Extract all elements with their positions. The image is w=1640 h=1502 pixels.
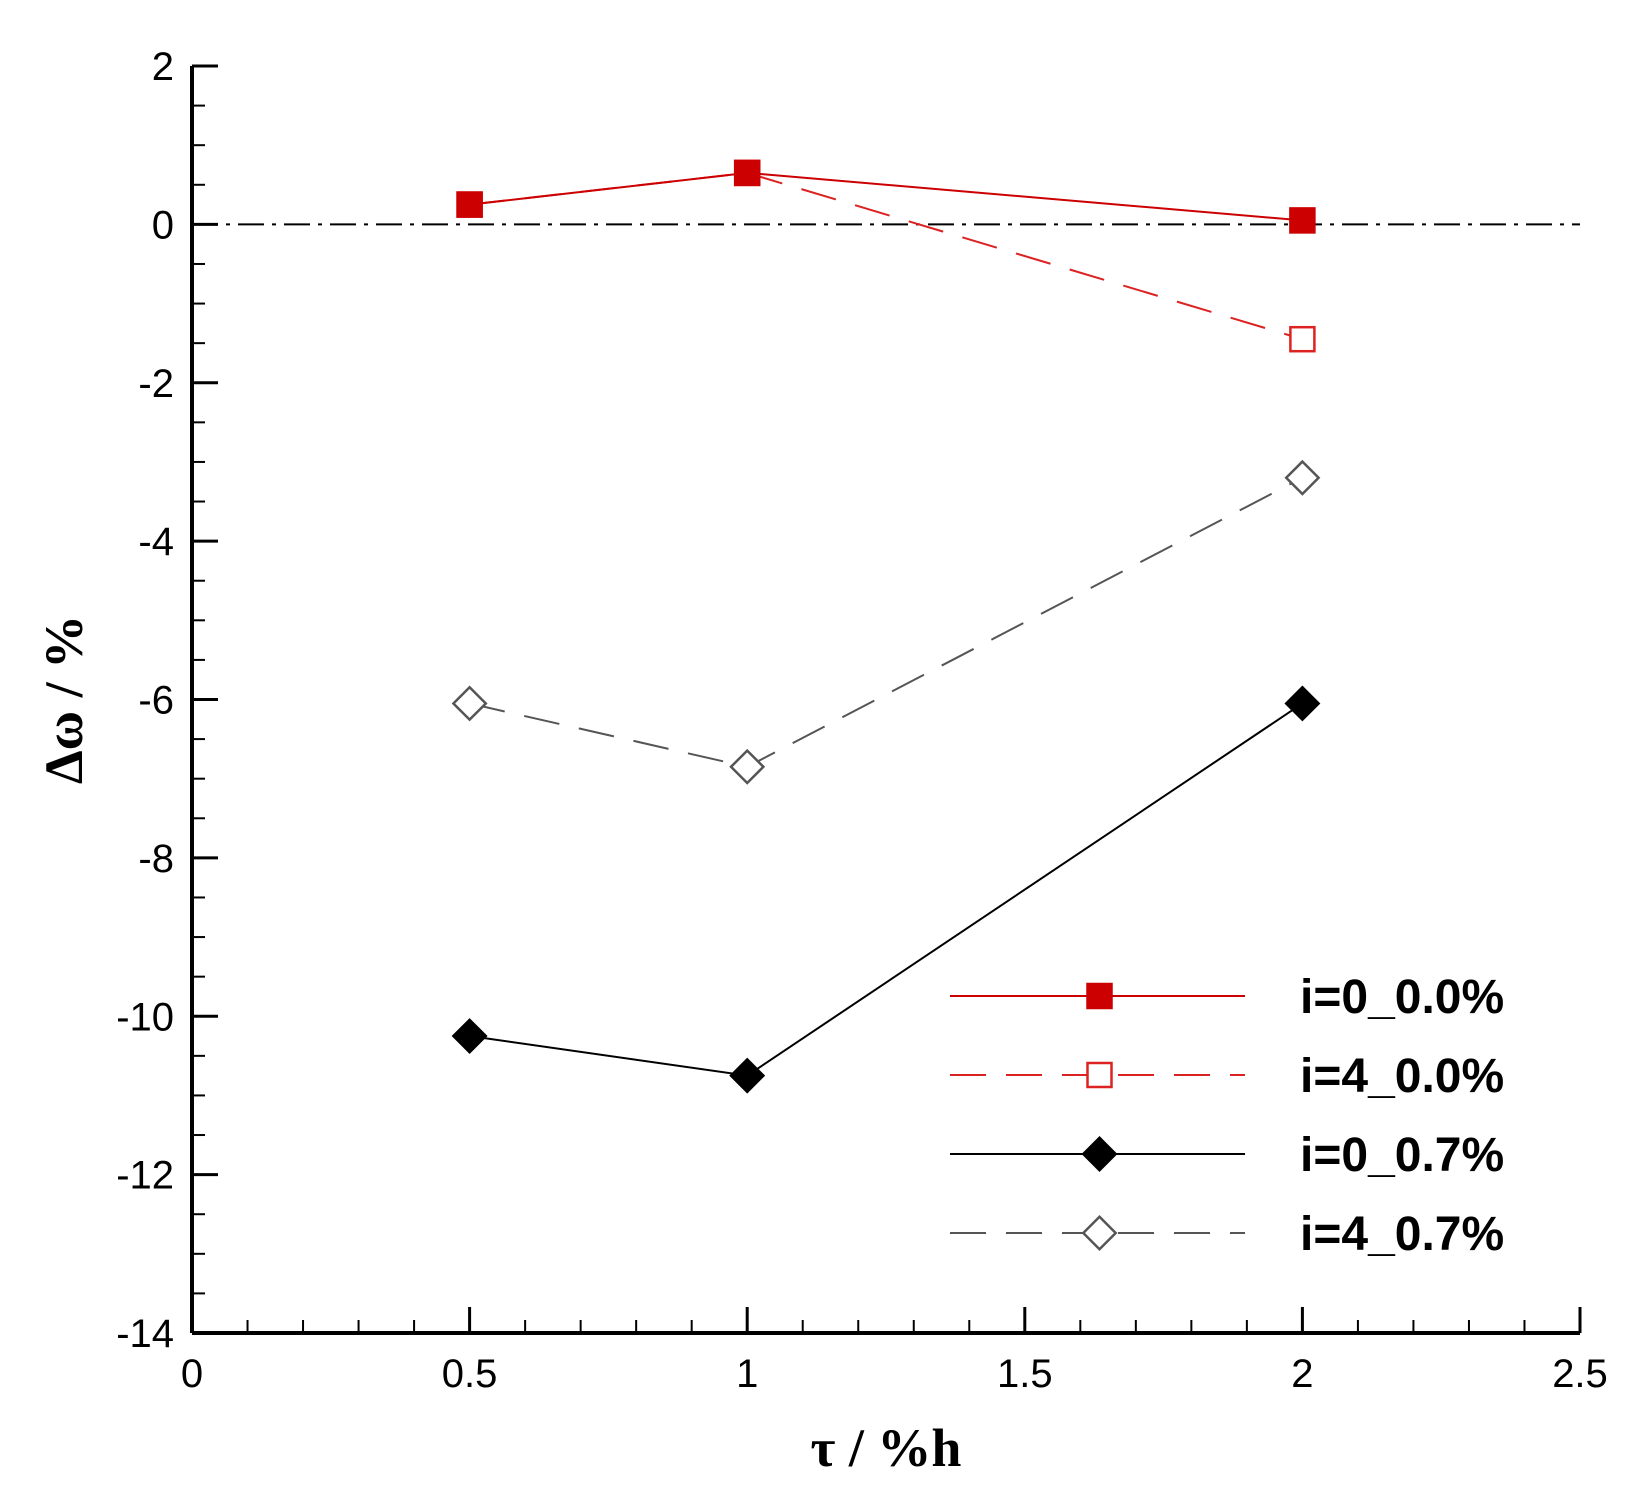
y-tick-label: 2 xyxy=(152,45,174,89)
legend-item: i=4_0.7% xyxy=(950,1208,1504,1261)
legend-marker xyxy=(1086,1061,1113,1089)
legend-label: i=0_0.0% xyxy=(1300,971,1504,1024)
tick-label-layer: 20-2-4-6-8-10-12-140 0.5 1 1.5 2 2.5 xyxy=(116,45,1608,1396)
series-line xyxy=(469,702,1303,1077)
data-point xyxy=(451,1018,488,1055)
y-tick-label: -4 xyxy=(138,520,174,564)
legend-item: i=0_0.0% xyxy=(950,971,1504,1024)
series-line xyxy=(469,171,1303,222)
x-tick-label: 2.5 xyxy=(1552,1352,1608,1396)
x-axis-title: τ / %h xyxy=(811,1418,962,1478)
data-point xyxy=(1284,685,1321,722)
x-tick-label: 1 xyxy=(736,1352,758,1396)
data-point xyxy=(729,1057,766,1094)
legend-label: i=4_0.0% xyxy=(1300,1050,1504,1103)
x-tick-label: 0.5 xyxy=(442,1352,498,1396)
data-point xyxy=(1289,207,1316,234)
data-point xyxy=(729,748,766,785)
x-tick-label: 1.5 xyxy=(997,1352,1053,1396)
y-tick-label: -10 xyxy=(116,995,174,1039)
x-tick-label: 2 xyxy=(1291,1352,1313,1396)
legend: i=0_0.0% i=4_0.0% i=0_0.7% i=4_0.7% xyxy=(950,971,1504,1261)
legend-label: i=0_0.7% xyxy=(1300,1129,1504,1182)
series-i=4_0.7% xyxy=(451,459,1321,785)
x-tick-label: 0 xyxy=(181,1352,203,1396)
data-point xyxy=(456,191,483,218)
data-point xyxy=(733,159,761,187)
y-tick-label: -14 xyxy=(116,1312,174,1356)
y-tick-label: -12 xyxy=(116,1154,174,1198)
legend-item: i=0_0.7% xyxy=(950,1129,1504,1182)
series-layer xyxy=(451,159,1321,1094)
data-point xyxy=(451,685,488,722)
data-point xyxy=(1284,459,1321,496)
legend-marker xyxy=(1081,1136,1118,1172)
y-tick-label: -6 xyxy=(138,679,174,723)
axes-layer xyxy=(190,64,1582,1335)
y-tick-label: -8 xyxy=(138,837,174,881)
series-i=0_0.7% xyxy=(451,685,1321,1094)
y-tick-label: 0 xyxy=(152,203,174,247)
series-line xyxy=(469,476,1303,768)
legend-marker xyxy=(1086,982,1113,1010)
data-point xyxy=(1289,325,1316,353)
series-i=4_0.0% xyxy=(456,159,1316,353)
legend-item: i=4_0.0% xyxy=(950,1050,1504,1103)
legend-marker xyxy=(1081,1215,1118,1251)
y-axis-title: Δω / % xyxy=(34,615,94,784)
legend-label: i=4_0.7% xyxy=(1300,1208,1504,1261)
y-tick-label: -2 xyxy=(138,362,174,406)
series-i=0_0.0% xyxy=(456,159,1316,234)
series-line xyxy=(469,171,1303,341)
